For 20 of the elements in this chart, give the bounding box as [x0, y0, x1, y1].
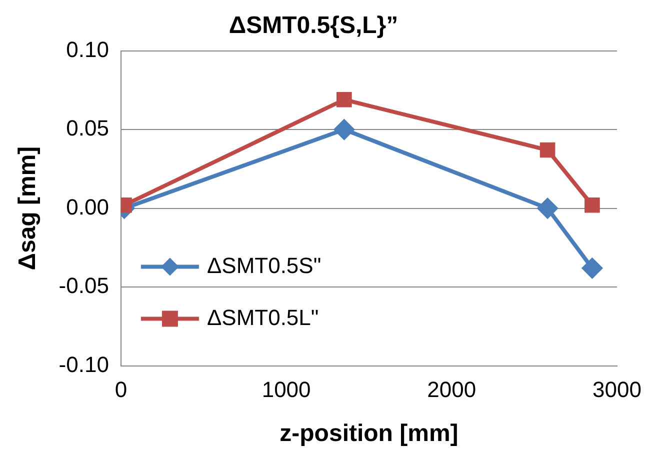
y-tick-label: 0.10: [66, 36, 109, 62]
y-tick-label: 0.00: [66, 194, 109, 220]
y-tick-label: 0.05: [66, 116, 109, 141]
legend-label: ΔSMT0.5L": [206, 304, 319, 330]
x-axis-title: z-position [mm]: [280, 420, 458, 448]
x-tick-label: 2000: [427, 377, 476, 402]
point: [334, 120, 354, 140]
point: [582, 258, 602, 278]
x-tick-label: 0: [114, 377, 128, 402]
chart-title: ΔSMT0.5{S,L}”: [228, 12, 398, 40]
legend-label: ΔSMT0.5S": [206, 252, 322, 278]
y-tick-label: -0.10: [58, 352, 109, 377]
point: [584, 197, 600, 213]
y-axis-title: Δsag [mm]: [14, 146, 42, 270]
point: [540, 142, 556, 158]
point: [336, 92, 352, 108]
x-tick-label: 3000: [592, 377, 642, 402]
point: [538, 198, 558, 218]
x-tick-label: 1000: [262, 377, 311, 402]
y-tick-label: -0.05: [58, 273, 109, 298]
